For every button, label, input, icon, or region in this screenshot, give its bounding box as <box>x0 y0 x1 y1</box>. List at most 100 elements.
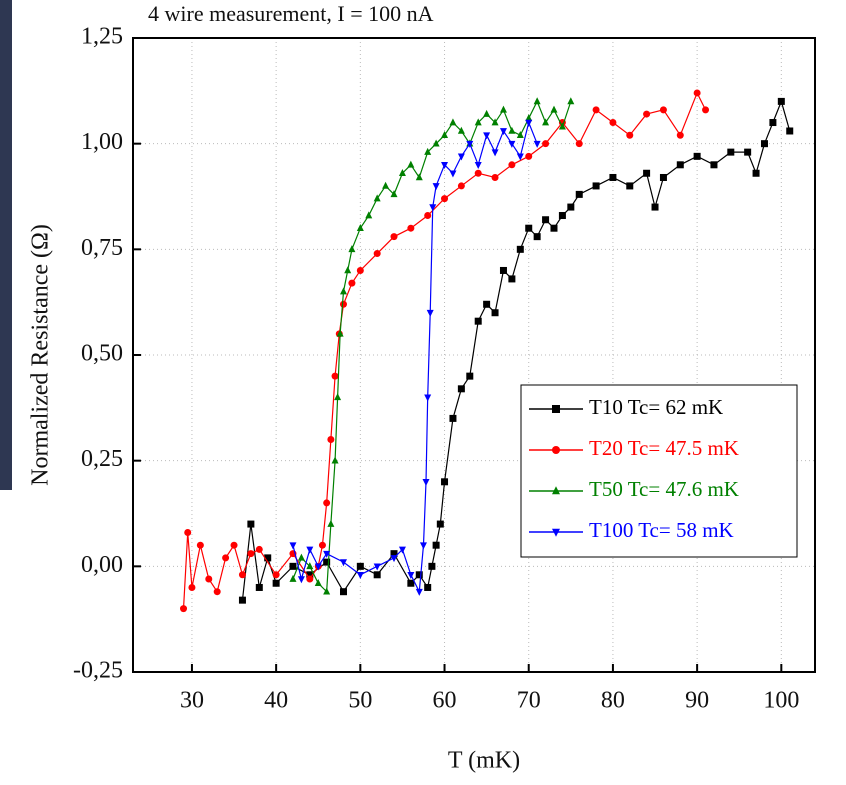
marker <box>255 583 263 591</box>
marker <box>323 499 331 507</box>
marker <box>415 571 423 579</box>
marker <box>390 550 398 558</box>
marker <box>382 181 390 189</box>
marker <box>550 224 558 232</box>
marker <box>693 152 701 160</box>
y-axis-label: Normalized Resistance (Ω) <box>28 224 54 486</box>
marker <box>516 153 524 161</box>
marker <box>306 571 314 579</box>
marker <box>651 203 659 211</box>
marker <box>184 529 192 537</box>
marker <box>491 309 499 317</box>
marker <box>398 546 406 554</box>
marker <box>575 140 583 148</box>
marker <box>474 169 482 177</box>
marker <box>466 372 474 380</box>
marker <box>441 478 449 486</box>
marker <box>552 405 560 413</box>
marker <box>769 119 777 127</box>
marker <box>373 563 381 571</box>
marker <box>483 300 491 308</box>
x-tick-label: 30 <box>180 688 204 714</box>
marker <box>432 541 440 549</box>
y-tick-label: 1,00 <box>81 129 123 155</box>
marker <box>390 233 398 241</box>
marker <box>508 126 516 134</box>
marker <box>533 233 541 241</box>
marker <box>272 571 280 579</box>
marker <box>339 588 347 596</box>
marker <box>626 182 634 190</box>
marker <box>390 190 398 198</box>
marker <box>552 446 560 454</box>
marker <box>407 571 415 579</box>
marker <box>415 588 423 596</box>
marker <box>457 126 465 134</box>
marker <box>398 169 406 177</box>
marker <box>457 385 465 393</box>
marker <box>609 119 617 127</box>
marker <box>449 118 457 126</box>
marker <box>533 97 541 105</box>
marker <box>457 153 465 161</box>
marker <box>567 97 575 105</box>
x-tick-label: 80 <box>601 688 625 714</box>
marker <box>213 588 221 596</box>
marker <box>247 550 255 558</box>
marker <box>525 119 533 127</box>
marker <box>592 106 600 114</box>
marker <box>676 161 684 169</box>
marker <box>542 118 550 126</box>
marker <box>264 554 272 562</box>
marker <box>327 519 335 527</box>
marker <box>702 106 710 114</box>
x-axis-label: T (mK) <box>448 748 520 774</box>
marker <box>441 131 449 139</box>
marker <box>426 309 434 317</box>
marker <box>415 173 423 181</box>
marker <box>777 97 785 105</box>
legend-label: T100 Tc= 58 mK <box>589 518 734 542</box>
series <box>289 119 541 596</box>
marker <box>356 224 364 231</box>
y-tick-label: 0,50 <box>81 341 123 367</box>
marker <box>567 203 575 211</box>
legend-label: T20 Tc= 47.5 mK <box>589 436 739 460</box>
marker <box>508 161 516 169</box>
marker <box>424 394 432 402</box>
marker <box>180 605 188 613</box>
marker <box>609 173 617 181</box>
marker <box>552 528 560 537</box>
marker <box>255 545 263 553</box>
marker <box>786 127 794 135</box>
marker <box>474 118 482 126</box>
marker <box>323 550 331 558</box>
marker <box>323 587 331 595</box>
series-line <box>182 91 707 609</box>
marker <box>314 579 322 587</box>
series <box>289 97 575 595</box>
marker <box>306 546 314 554</box>
marker <box>744 148 752 156</box>
marker <box>424 212 432 220</box>
marker <box>491 118 499 126</box>
marker <box>424 583 432 591</box>
marker <box>449 170 457 178</box>
marker <box>457 182 465 190</box>
marker <box>339 300 347 308</box>
x-tick-label: 100 <box>763 688 799 714</box>
marker <box>230 541 238 549</box>
marker <box>390 555 398 563</box>
marker <box>525 224 533 232</box>
marker <box>516 245 524 253</box>
marker <box>356 266 364 274</box>
marker <box>643 110 651 118</box>
marker <box>289 574 297 582</box>
marker <box>483 132 491 140</box>
marker <box>441 162 449 169</box>
marker <box>483 109 491 117</box>
legend-box <box>520 384 798 558</box>
marker <box>422 479 430 486</box>
marker <box>516 131 524 139</box>
